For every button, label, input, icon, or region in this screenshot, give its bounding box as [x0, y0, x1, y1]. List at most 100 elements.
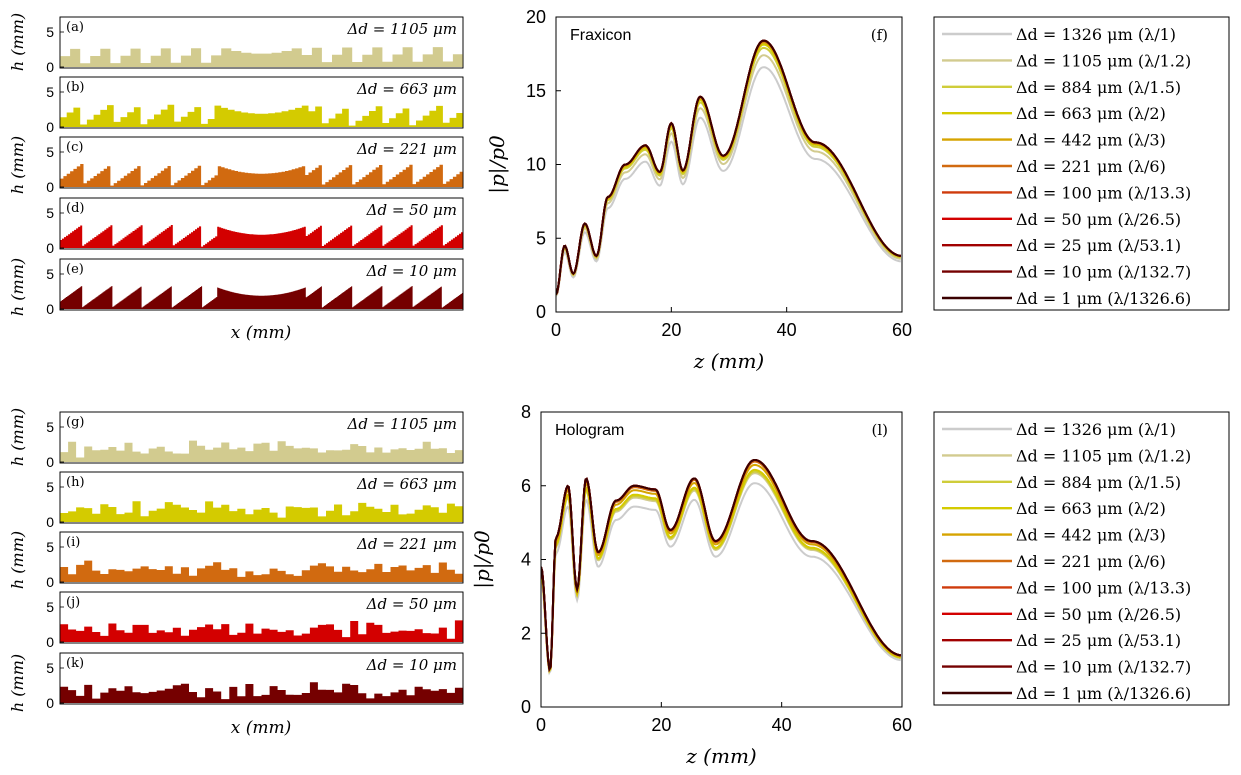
xtick-label: 0	[536, 715, 546, 735]
ytick-label: 0	[46, 514, 54, 530]
series-line-1	[541, 482, 901, 676]
legend: Δd = 1326 μm (λ/1) Δd = 1105 μm (λ/1.2) Δd…	[933, 16, 1230, 311]
legend-entry: Δd = 1105 μm (λ/1.2)	[1016, 446, 1191, 465]
ytick-label: 0	[521, 697, 531, 717]
panel-tag: (l)	[871, 421, 888, 439]
ytick-label: 15	[526, 81, 546, 101]
plot-area	[541, 412, 902, 707]
panel-label: Δd = 50 μm	[366, 201, 457, 219]
panel-tag: (a)	[66, 20, 84, 35]
series-lines	[541, 459, 901, 676]
panel-label: Δd = 10 μm	[366, 656, 457, 674]
ytick-label: 6	[521, 476, 531, 496]
strip-ylabel: h (mm)	[8, 258, 27, 316]
panel-tag: (f)	[871, 26, 888, 44]
legend-entry: Δd = 442 μm (λ/3)	[1016, 131, 1166, 150]
ytick-label: 5	[536, 228, 546, 248]
xtick-label: 20	[651, 715, 671, 735]
ytick-label: 5	[46, 24, 54, 40]
legend-entry: Δd = 50 μm (λ/26.5)	[1016, 605, 1181, 624]
panel-border	[59, 16, 464, 69]
panel-tag: (i)	[66, 535, 80, 550]
ytick-label: 0	[46, 574, 54, 590]
panel-tag: (k)	[66, 656, 84, 671]
ytick-label: 5	[46, 205, 54, 221]
ytick-label: 0	[46, 59, 54, 75]
legend-frame	[933, 16, 1230, 311]
profile-bars	[60, 47, 463, 67]
panel-label: Δd = 10 μm	[366, 262, 457, 280]
profile-panel-h: (h) Δd = 663 μm 0 5	[46, 471, 464, 530]
panel-border	[59, 136, 464, 189]
profile-panel-j: (j) Δd = 50 μm 0 5	[46, 591, 464, 650]
x-axis-label: z (mm)	[685, 744, 756, 768]
strip-ylabel: h (mm)	[8, 13, 27, 71]
panel-label: Δd = 663 μm	[356, 80, 457, 98]
panel-border	[59, 76, 464, 129]
ytick-label: 0	[46, 301, 54, 317]
inset-title: Fraxicon	[570, 27, 631, 44]
legend-entry: Δd = 663 μm (λ/2)	[1016, 499, 1166, 518]
legend-entry: Δd = 10 μm (λ/132.7)	[1016, 263, 1191, 282]
profile-bars	[60, 682, 463, 703]
panel-tag: (h)	[66, 475, 85, 490]
legend-entry: Δd = 10 μm (λ/132.7)	[1016, 658, 1191, 677]
panel-tag: (d)	[66, 201, 84, 216]
profile-panel-b: (b) Δd = 663 μm 0 5	[46, 76, 464, 135]
strip-ylabel: h (mm)	[8, 654, 27, 712]
legend-entry: Δd = 221 μm (λ/6)	[1016, 157, 1166, 176]
legend-entry: Δd = 1 μm (λ/1326.6)	[1016, 289, 1191, 308]
legend-entry: Δd = 663 μm (λ/2)	[1016, 104, 1166, 123]
profile-bars	[60, 440, 463, 462]
ytick-label: 5	[46, 539, 54, 555]
ytick-label: 4	[521, 550, 531, 570]
ytick-label: 8	[521, 402, 531, 422]
panel-tag: (b)	[66, 80, 84, 95]
xtick-label: 20	[661, 320, 681, 340]
series-line-11	[541, 459, 901, 673]
legend-entry: Δd = 1105 μm (λ/1.2)	[1016, 51, 1191, 70]
panel-border	[59, 591, 464, 644]
legend-frame	[933, 411, 1230, 706]
profile-bars	[60, 560, 463, 582]
series-lines	[556, 39, 901, 297]
series-line-11	[556, 39, 901, 295]
legend-entry: Δd = 100 μm (λ/13.3)	[1016, 183, 1191, 202]
ytick-label: 5	[46, 84, 54, 100]
ytick-label: 0	[46, 179, 54, 195]
profile-panel-i: (i) Δd = 221 μm 0 5	[46, 531, 464, 590]
profile-bars	[60, 225, 463, 248]
panel-label: Δd = 50 μm	[366, 595, 457, 613]
profile-bars	[60, 104, 463, 127]
profile-panel-k: (k) Δd = 10 μm 0 5	[46, 652, 464, 711]
ytick-label: 5	[46, 479, 54, 495]
panel-border	[59, 652, 464, 705]
legend-entry: Δd = 25 μm (λ/53.1)	[1016, 631, 1181, 650]
ytick-label: 0	[46, 695, 54, 711]
panel-border	[59, 411, 464, 464]
legend-entry: Δd = 1 μm (λ/1326.6)	[1016, 684, 1191, 703]
ytick-label: 20	[526, 7, 546, 27]
plot-fraxicon: 0 20 40 60 0 5 10 15 20 Fraxicon (f) z (mm) |p|/p0	[485, 7, 912, 373]
panel-label: Δd = 1105 μm	[347, 20, 457, 38]
panel-border	[59, 197, 464, 250]
ytick-label: 0	[536, 302, 546, 322]
strip-ylabel: h (mm)	[8, 408, 27, 466]
legend-entry: Δd = 1326 μm (λ/1)	[1016, 420, 1176, 439]
legend-entry: Δd = 25 μm (λ/53.1)	[1016, 236, 1181, 255]
legend-entry: Δd = 884 μm (λ/1.5)	[1016, 78, 1181, 97]
strip-xlabel: x (mm)	[231, 323, 292, 343]
legend-entry: Δd = 100 μm (λ/13.3)	[1016, 578, 1191, 597]
strip-xlabel: x (mm)	[231, 718, 292, 738]
profile-panel-g: (g) Δd = 1105 μm 0 5	[46, 411, 464, 470]
x-axis-label: z (mm)	[693, 349, 764, 373]
profile-bars	[60, 286, 463, 309]
series-line-4	[541, 468, 901, 674]
plot-hologram: 0 20 40 60 0 2 4 6 8 Hologram (l) z (mm) |p|/p0	[470, 402, 912, 768]
strip-ylabel: h (mm)	[8, 136, 27, 194]
legend-entry: Δd = 221 μm (λ/6)	[1016, 552, 1166, 571]
panel-label: Δd = 221 μm	[356, 535, 457, 553]
ytick-label: 2	[521, 623, 531, 643]
legend: Δd = 1326 μm (λ/1) Δd = 1105 μm (λ/1.2) Δd…	[933, 411, 1230, 706]
